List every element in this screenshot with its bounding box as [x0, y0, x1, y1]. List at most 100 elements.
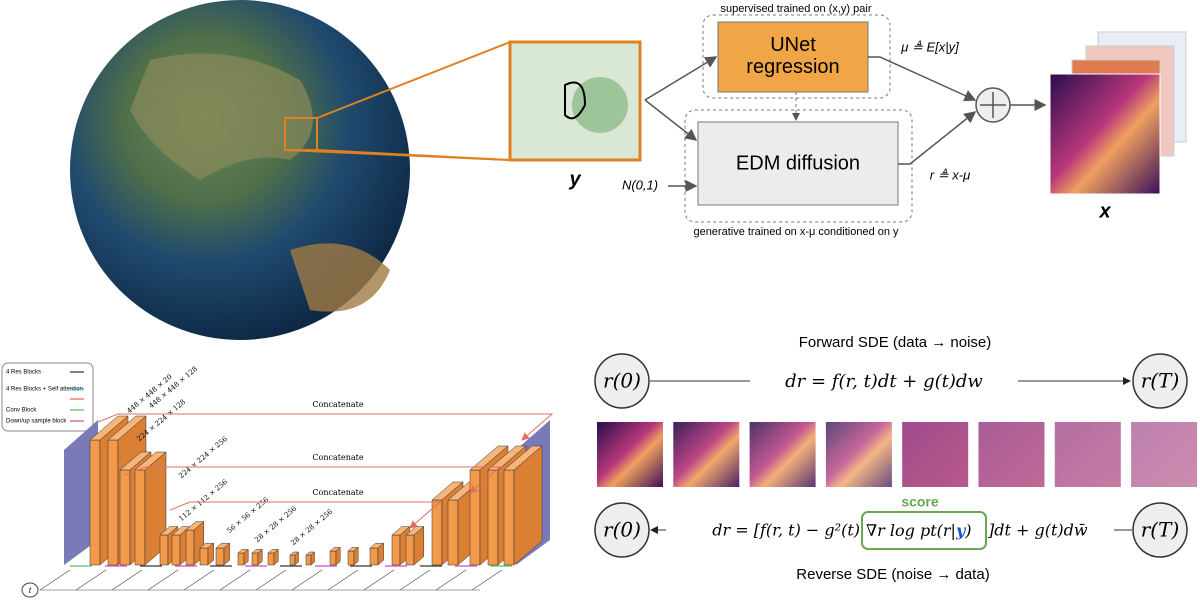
- forward-title: Forward SDE (data → noise): [799, 334, 992, 351]
- end-node-label: r(T): [1141, 369, 1180, 393]
- skip-connection: [124, 466, 502, 494]
- end-node: [1132, 502, 1188, 558]
- legend-label: Conv Block: [6, 408, 37, 414]
- output-label: x: [1098, 200, 1111, 222]
- arrow: [868, 56, 977, 102]
- mean-label: μ ≜ E[x|y]: [900, 39, 959, 54]
- time-embedding: [363, 569, 395, 591]
- block-front: [215, 547, 225, 566]
- land: [290, 243, 390, 312]
- block-front: [107, 439, 119, 566]
- reverse-title: Reverse SDE (noise → data): [796, 566, 989, 583]
- image-strip: [597, 422, 1198, 487]
- diffusion-step-image: [825, 422, 892, 487]
- diffusion-step-image: [673, 422, 740, 487]
- residual-label: r ≜ x-μ: [930, 167, 970, 182]
- time-node: [21, 582, 39, 598]
- block-side: [294, 551, 299, 566]
- block-front: [329, 550, 337, 566]
- score-term: ∇r log pt(r|y): [866, 521, 971, 540]
- block-front: [199, 547, 209, 566]
- skip-connection: [169, 501, 442, 529]
- unet-legend: [1, 362, 94, 432]
- map-coast: [564, 81, 587, 120]
- block-side: [413, 526, 425, 566]
- block-front: [237, 552, 245, 566]
- arrow: [644, 56, 718, 101]
- block-side: [223, 542, 230, 566]
- block-front: [503, 469, 515, 566]
- diffusion-step-image: [978, 422, 1045, 487]
- map-feature: [572, 77, 628, 133]
- end-node: [1132, 353, 1188, 409]
- time-embedding: [435, 569, 467, 591]
- start-node-label: r(0): [603, 518, 641, 542]
- time-embedding: [147, 569, 179, 591]
- supervised-label: supervised trained on (x,y) pair: [720, 3, 871, 15]
- dimension-label: 224 × 224 × 256: [177, 435, 229, 481]
- block-front: [89, 439, 101, 566]
- legend-label: 4 Res Blocks: [6, 370, 41, 376]
- diffusion-step-image: [1131, 422, 1198, 487]
- diffusion-step-image: [597, 422, 663, 487]
- time-embedding: [471, 569, 503, 591]
- block-side: [377, 542, 384, 566]
- zoom-line: [284, 149, 511, 161]
- legend-items: 4 Res Blocks 4 Res Blocks + Self attentio…: [6, 370, 84, 425]
- block-front: [391, 534, 401, 566]
- block-front: [369, 547, 379, 566]
- concat-label: Concatenate: [312, 453, 363, 462]
- block-side: [335, 546, 341, 566]
- block-side: [513, 445, 543, 566]
- time-embedding: [255, 569, 287, 591]
- diffusion-step-image: [749, 422, 816, 487]
- block-front: [267, 552, 275, 566]
- unet-box-label: UNet regression: [746, 34, 839, 78]
- block-front: [447, 499, 459, 566]
- reverse-equation-end: ]dt + g(t)dw̄: [987, 521, 1088, 540]
- diffusion-step-image: [1054, 422, 1121, 487]
- dimension-label: 112 × 112 × 256: [177, 478, 229, 524]
- block-side: [243, 548, 249, 566]
- block-front: [251, 552, 259, 566]
- start-node: [594, 353, 650, 409]
- skip-connection: [97, 413, 554, 441]
- block-side: [353, 546, 359, 566]
- start-node-label: r(0): [603, 369, 641, 393]
- time-embedding: [75, 569, 107, 591]
- land: [130, 53, 313, 181]
- diffusion-step-image: [902, 422, 969, 487]
- dimension-label: 28 × 28 × 256: [289, 507, 334, 547]
- time-embedding: [291, 569, 323, 591]
- block-front: [487, 469, 499, 566]
- input-label: y: [568, 168, 581, 190]
- concat-label: Concatenate: [312, 400, 363, 409]
- block-front: [119, 469, 131, 566]
- time-embedding: [327, 569, 359, 591]
- block-front: [469, 469, 481, 566]
- block-front: [289, 554, 296, 566]
- time-embedding: [183, 569, 215, 591]
- output-field: [1049, 73, 1161, 195]
- block-side: [310, 551, 315, 566]
- input-field: [64, 420, 98, 565]
- reverse-equation-start: dr = [f(r, t) − g²(t): [712, 521, 860, 540]
- block-side: [257, 548, 263, 566]
- zoom-line: [316, 41, 511, 119]
- noise-label: N(0,1): [622, 177, 658, 192]
- block-front: [171, 534, 181, 566]
- edm-box-label: EDM diffusion: [736, 152, 860, 174]
- score-box: [861, 511, 987, 550]
- time-embedding: [399, 569, 431, 591]
- time-embedding: [111, 569, 143, 591]
- legend-label: Down/up sample block: [6, 419, 67, 425]
- time-embedding: [219, 569, 251, 591]
- score-term-text: ∇r log pt(r|: [866, 521, 956, 540]
- generative-label: generative trained on x-μ conditioned on…: [693, 226, 899, 238]
- arrow: [898, 111, 977, 165]
- block-front: [159, 534, 169, 566]
- block-front: [405, 534, 415, 566]
- block-front: [431, 499, 443, 566]
